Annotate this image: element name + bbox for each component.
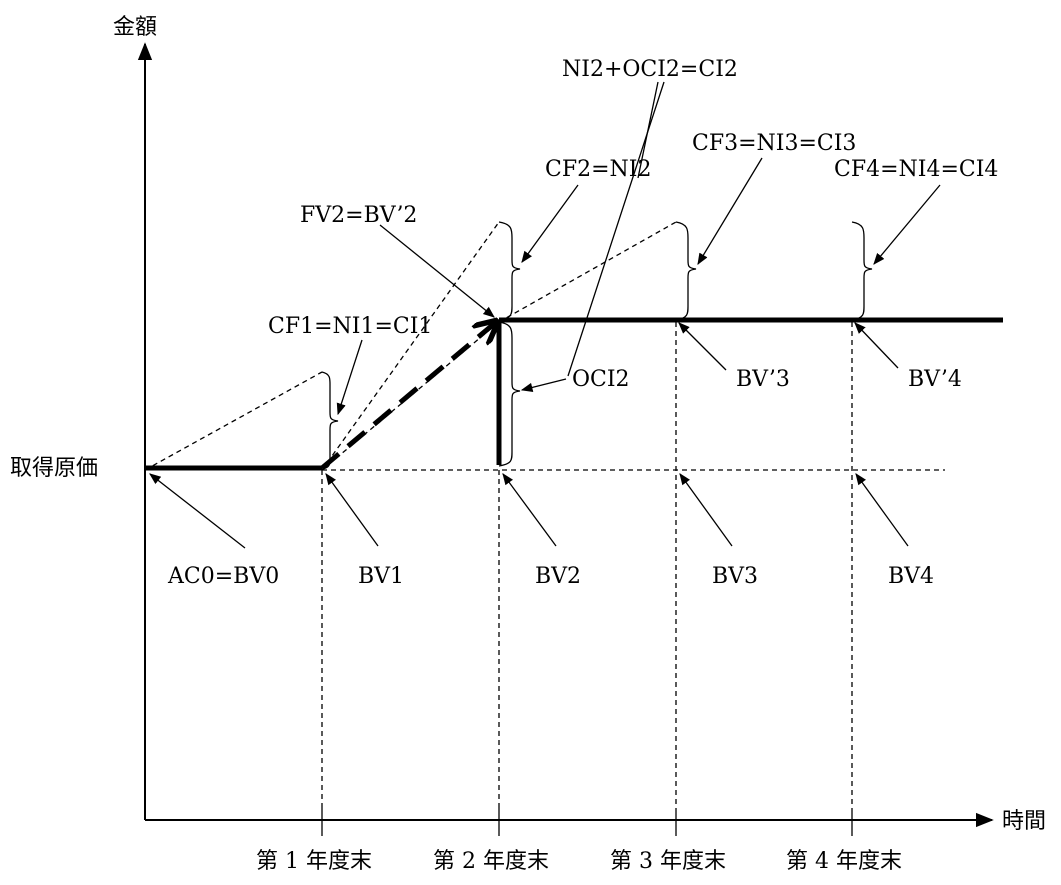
pointer-bv4 bbox=[855, 473, 909, 547]
x-axis-label: 時間 bbox=[1002, 809, 1046, 834]
label-bv1: BV1 bbox=[358, 564, 404, 589]
label-bv2: BV2 bbox=[535, 564, 581, 589]
label-bv3p: BV’3 bbox=[736, 367, 790, 392]
label-bv3: BV3 bbox=[712, 564, 758, 589]
pointer-bv3 bbox=[679, 473, 733, 547]
label-cf1: CF1=NI1=CI1 bbox=[268, 314, 432, 339]
brace-oci2 bbox=[498, 321, 521, 467]
label-cf3: CF3=NI3=CI3 bbox=[692, 131, 856, 156]
brace-cf3 bbox=[675, 221, 697, 321]
pointer-oci2 bbox=[520, 378, 567, 392]
pointer-cf1 bbox=[336, 339, 363, 416]
label-cf4: CF4=NI4=CI4 bbox=[834, 157, 998, 182]
dash-line-2 bbox=[321, 221, 500, 471]
pointer-cf4 bbox=[873, 184, 941, 265]
period-label-1: 第 1 年度末 bbox=[256, 849, 372, 874]
label-ni2-oci2: NI2+OCI2=CI2 bbox=[562, 57, 738, 82]
pointer-cf3 bbox=[697, 157, 763, 266]
label-cf2: CF2=NI2 bbox=[545, 157, 651, 182]
fair-value-arrow bbox=[320, 323, 495, 470]
pointer-bv1 bbox=[325, 473, 379, 547]
brace-cf2 bbox=[498, 221, 521, 321]
dash-line-4 bbox=[498, 221, 677, 323]
brace-cf1 bbox=[321, 371, 339, 470]
y-axis-label: 金額 bbox=[113, 15, 157, 40]
brace-cf4 bbox=[851, 221, 873, 321]
pointer-cf2 bbox=[521, 184, 579, 263]
pointer-bv4p bbox=[854, 322, 899, 369]
pointer-ni2-to-oci2 bbox=[567, 81, 665, 377]
label-bv4: BV4 bbox=[888, 564, 934, 589]
period-label-4: 第 4 年度末 bbox=[786, 849, 902, 874]
pointer-fv2 bbox=[379, 224, 495, 318]
origin-label: 取得原価 bbox=[10, 456, 98, 481]
period-label-3: 第 3 年度末 bbox=[610, 849, 726, 874]
pointer-bv3p bbox=[678, 322, 727, 371]
pointer-bv2 bbox=[502, 473, 557, 547]
period-label-2: 第 2 年度末 bbox=[433, 849, 549, 874]
label-fv2: FV2=BV’2 bbox=[300, 203, 417, 228]
label-oci2: OCI2 bbox=[572, 367, 630, 392]
label-ac0: AC0=BV0 bbox=[167, 564, 279, 589]
dash-line-1 bbox=[144, 371, 323, 471]
pointer-ac0 bbox=[149, 473, 246, 549]
label-bv4p: BV’4 bbox=[908, 367, 962, 392]
